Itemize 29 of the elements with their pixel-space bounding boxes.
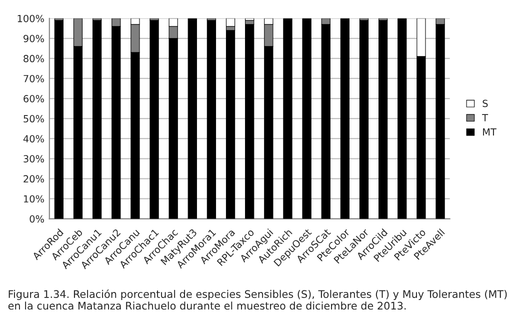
legend-label: T <box>482 114 488 122</box>
y-tick-label: 20% <box>24 175 44 183</box>
y-tick-label: 80% <box>24 54 44 62</box>
y-tick-label: 40% <box>23 135 44 142</box>
bar <box>283 18 292 219</box>
y-tick-label: 10% <box>24 195 44 203</box>
bar <box>92 20 102 219</box>
y-tick-label: 100% <box>18 14 44 22</box>
bar <box>226 30 236 219</box>
y-tick-label: 0% <box>30 215 44 223</box>
y-tick-label: 90% <box>24 34 44 42</box>
y-tick-label: 60% <box>24 95 44 102</box>
legend-label: S <box>482 100 488 108</box>
bar <box>188 18 197 219</box>
bar <box>226 18 236 27</box>
y-tick-label: 30% <box>24 155 44 162</box>
bar <box>378 20 388 219</box>
bar <box>340 18 350 219</box>
text: Figura 1.34. Relación porcentual de especies Sensibles (S), Tolerantes (T) y Muy Tolerantes (MT) en la cuenca Matanza Riachuelo durante el muestreo de diciembre de 2013. <box>8 290 507 310</box>
legend-label: MT <box>483 128 496 136</box>
bar <box>206 20 216 219</box>
bar <box>54 20 64 219</box>
bar <box>359 20 369 219</box>
bar <box>245 24 254 219</box>
bar <box>150 20 159 219</box>
y-tick-label: 70% <box>24 74 44 82</box>
bar <box>302 18 312 219</box>
bar <box>398 18 407 219</box>
y-tick-label: 50% <box>24 115 44 122</box>
